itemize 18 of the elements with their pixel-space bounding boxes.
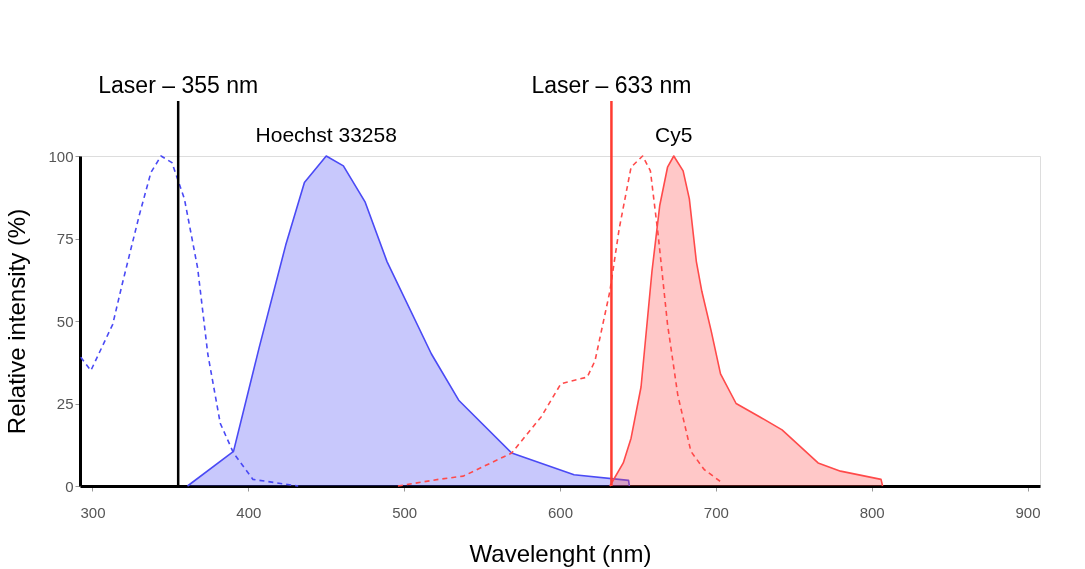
annotation: Cy5 — [655, 123, 693, 146]
y-tick-label: 25 — [56, 395, 74, 412]
x-axis-title: Wavelenght (nm) — [469, 539, 652, 567]
x-tick-label: 300 — [80, 503, 106, 521]
y-tick-label: 75 — [56, 230, 74, 247]
ref-line-label: Laser – 355 nm — [98, 72, 259, 98]
ref-line-label: Laser – 633 nm — [531, 72, 692, 98]
x-tick-label: 600 — [547, 503, 574, 521]
y-tick-label: 100 — [48, 147, 74, 165]
y-axis-title: Relative intensity (%) — [3, 208, 31, 435]
x-tick-label: 400 — [236, 503, 262, 521]
y-tick-label: 0 — [65, 477, 74, 495]
x-tick-label: 800 — [859, 503, 885, 521]
annotation: Hoechst 33258 — [255, 123, 397, 146]
x-tick-label: 700 — [703, 503, 729, 521]
x-tick-label: 500 — [392, 503, 418, 521]
y-tick-label: 50 — [56, 312, 74, 330]
x-tick-label: 900 — [1015, 503, 1041, 521]
